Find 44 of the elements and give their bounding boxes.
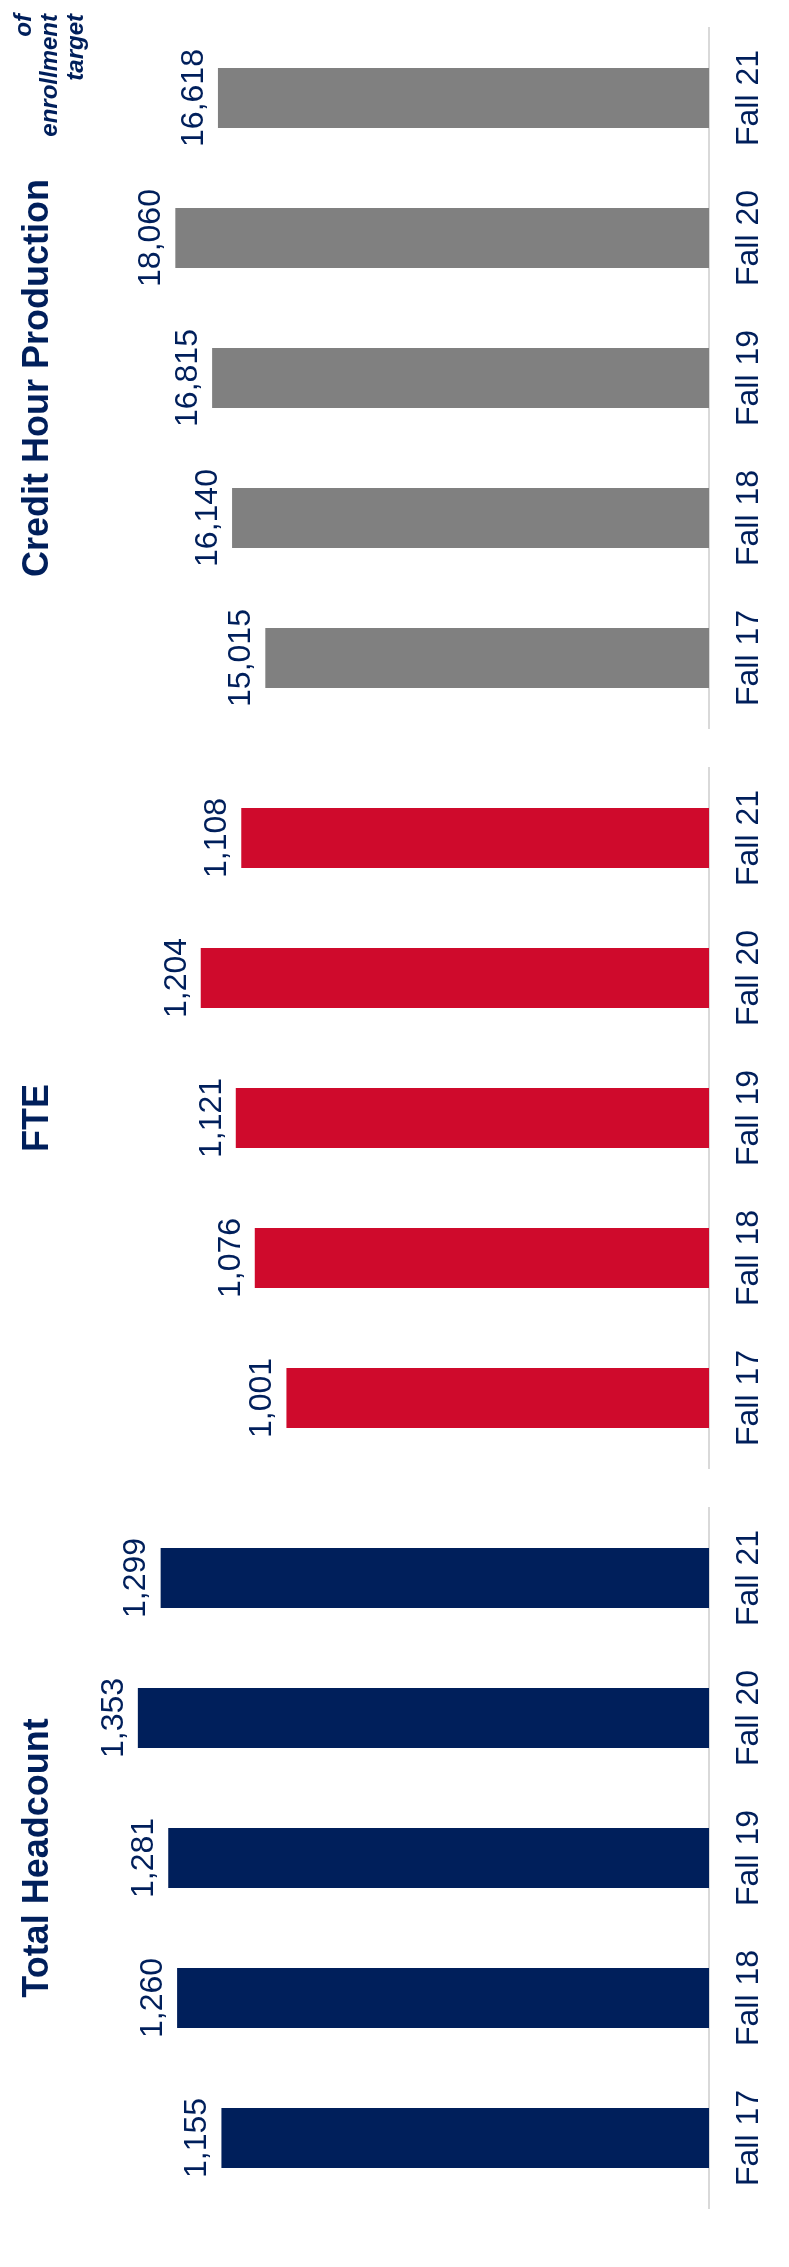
y-tick-label: Fall 18 — [728, 469, 765, 567]
y-tick-label: Fall 21 — [728, 49, 765, 147]
text: Total Headcount — [14, 1718, 56, 1998]
data-label: 1,281 — [124, 1817, 161, 1899]
y-tick-label: Fall 19 — [728, 1809, 765, 1907]
bar — [217, 67, 709, 129]
y-tick-label: Fall 18 — [728, 1949, 765, 2047]
y-tick-label: Fall 20 — [728, 189, 765, 287]
bar — [175, 207, 709, 269]
data-label: 1,108 — [197, 797, 234, 879]
y-tick-label: Fall 17 — [728, 1349, 765, 1447]
bar — [212, 347, 709, 409]
data-label: 16,815 — [167, 329, 204, 427]
data-label: 1,076 — [210, 1217, 247, 1299]
data-label: 1,260 — [132, 1957, 169, 2039]
bar — [241, 807, 709, 869]
data-label: 18,060 — [131, 189, 168, 287]
text: Credit Hour Production — [14, 179, 56, 577]
data-label: 16,140 — [187, 469, 224, 567]
y-tick-label: Fall 21 — [728, 789, 765, 887]
data-label: 1,353 — [93, 1677, 130, 1759]
bar — [254, 1227, 709, 1289]
text: of enrollment target — [8, 12, 88, 137]
y-tick-label: Fall 19 — [728, 1069, 765, 1167]
bar — [286, 1367, 709, 1429]
text: FTE — [14, 1084, 56, 1152]
y-tick-label: Fall 17 — [728, 609, 765, 707]
y-tick-label: Fall 17 — [728, 2089, 765, 2187]
data-label: 1,299 — [116, 1537, 153, 1619]
data-label: 16,618 — [173, 49, 210, 147]
data-label: 1,001 — [242, 1357, 279, 1439]
data-label: 1,121 — [191, 1077, 228, 1159]
bar — [235, 1087, 709, 1149]
y-tick-label: Fall 19 — [728, 329, 765, 427]
y-tick-label: Fall 20 — [728, 929, 765, 1027]
bar — [265, 627, 709, 689]
bar — [232, 487, 709, 549]
data-label: 1,204 — [156, 937, 193, 1019]
bar — [200, 947, 709, 1009]
y-tick-label: Fall 20 — [728, 1669, 765, 1767]
y-tick-label: Fall 21 — [728, 1529, 765, 1627]
data-label: 1,155 — [177, 2097, 214, 2179]
data-label: 15,015 — [221, 609, 258, 707]
y-tick-label: Fall 18 — [728, 1209, 765, 1307]
